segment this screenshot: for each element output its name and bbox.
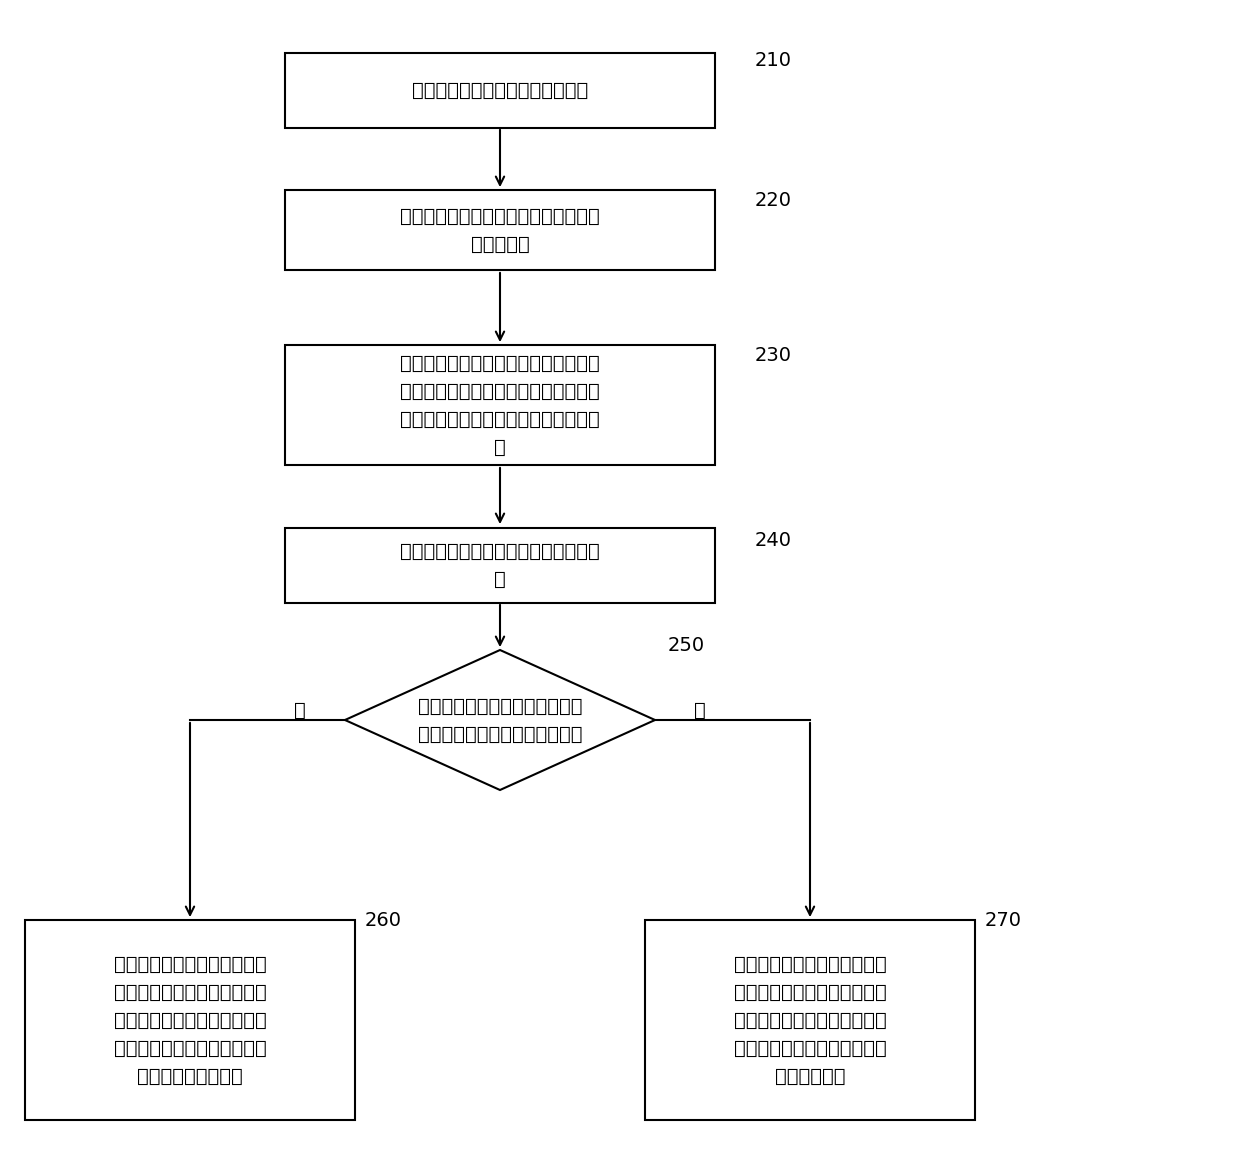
Text: 250: 250 bbox=[668, 635, 706, 655]
Bar bbox=[285, 190, 715, 270]
Text: 判断柜机格口的第一周转率是否
小于或等于预设的第一周转阈值: 判断柜机格口的第一周转率是否 小于或等于预设的第一周转阈值 bbox=[418, 697, 583, 743]
Text: 若柜机格口的第一周转率大于
预设的第一周转阈值，则将柜
机格口的使用价格从第二价格
调至第四价格，第四价格大于
所述第二价格: 若柜机格口的第一周转率大于 预设的第一周转阈值，则将柜 机格口的使用价格从第二价… bbox=[734, 955, 887, 1085]
Text: 210: 210 bbox=[755, 50, 792, 70]
Text: 若柜机格口的第一周转率小于
或等于预设的第一周转阈值，
则将柜机格口的使用价格从第
二价格调至第三价格，第三价
格小于所述第二价格: 若柜机格口的第一周转率小于 或等于预设的第一周转阈值， 则将柜机格口的使用价格从… bbox=[114, 955, 267, 1085]
Text: 根据历史数据确定预设时段内的柜机格
口派件数据: 根据历史数据确定预设时段内的柜机格 口派件数据 bbox=[401, 207, 600, 254]
Text: 230: 230 bbox=[755, 345, 792, 364]
Text: 240: 240 bbox=[755, 530, 792, 549]
Bar bbox=[25, 920, 355, 1120]
Text: 获取智能柜的柜机格口的历史数据: 获取智能柜的柜机格口的历史数据 bbox=[412, 80, 588, 100]
Text: 270: 270 bbox=[985, 911, 1022, 929]
Polygon shape bbox=[345, 650, 655, 790]
Bar bbox=[285, 528, 715, 602]
Text: 是: 是 bbox=[294, 700, 306, 720]
Bar bbox=[285, 52, 715, 128]
Text: 若派件数据大于或等于预设派件阈值，
则将柜机格口的使用价格从第一价格调
至第二价格，第二价格大于所述第一价
格: 若派件数据大于或等于预设派件阈值， 则将柜机格口的使用价格从第一价格调 至第二价… bbox=[401, 354, 600, 457]
Bar bbox=[645, 920, 975, 1120]
Bar bbox=[285, 345, 715, 465]
Text: 根据历史数据确定柜机格口的第一周转
率: 根据历史数据确定柜机格口的第一周转 率 bbox=[401, 542, 600, 588]
Text: 260: 260 bbox=[365, 911, 402, 929]
Text: 否: 否 bbox=[694, 700, 706, 720]
Text: 220: 220 bbox=[755, 191, 792, 209]
